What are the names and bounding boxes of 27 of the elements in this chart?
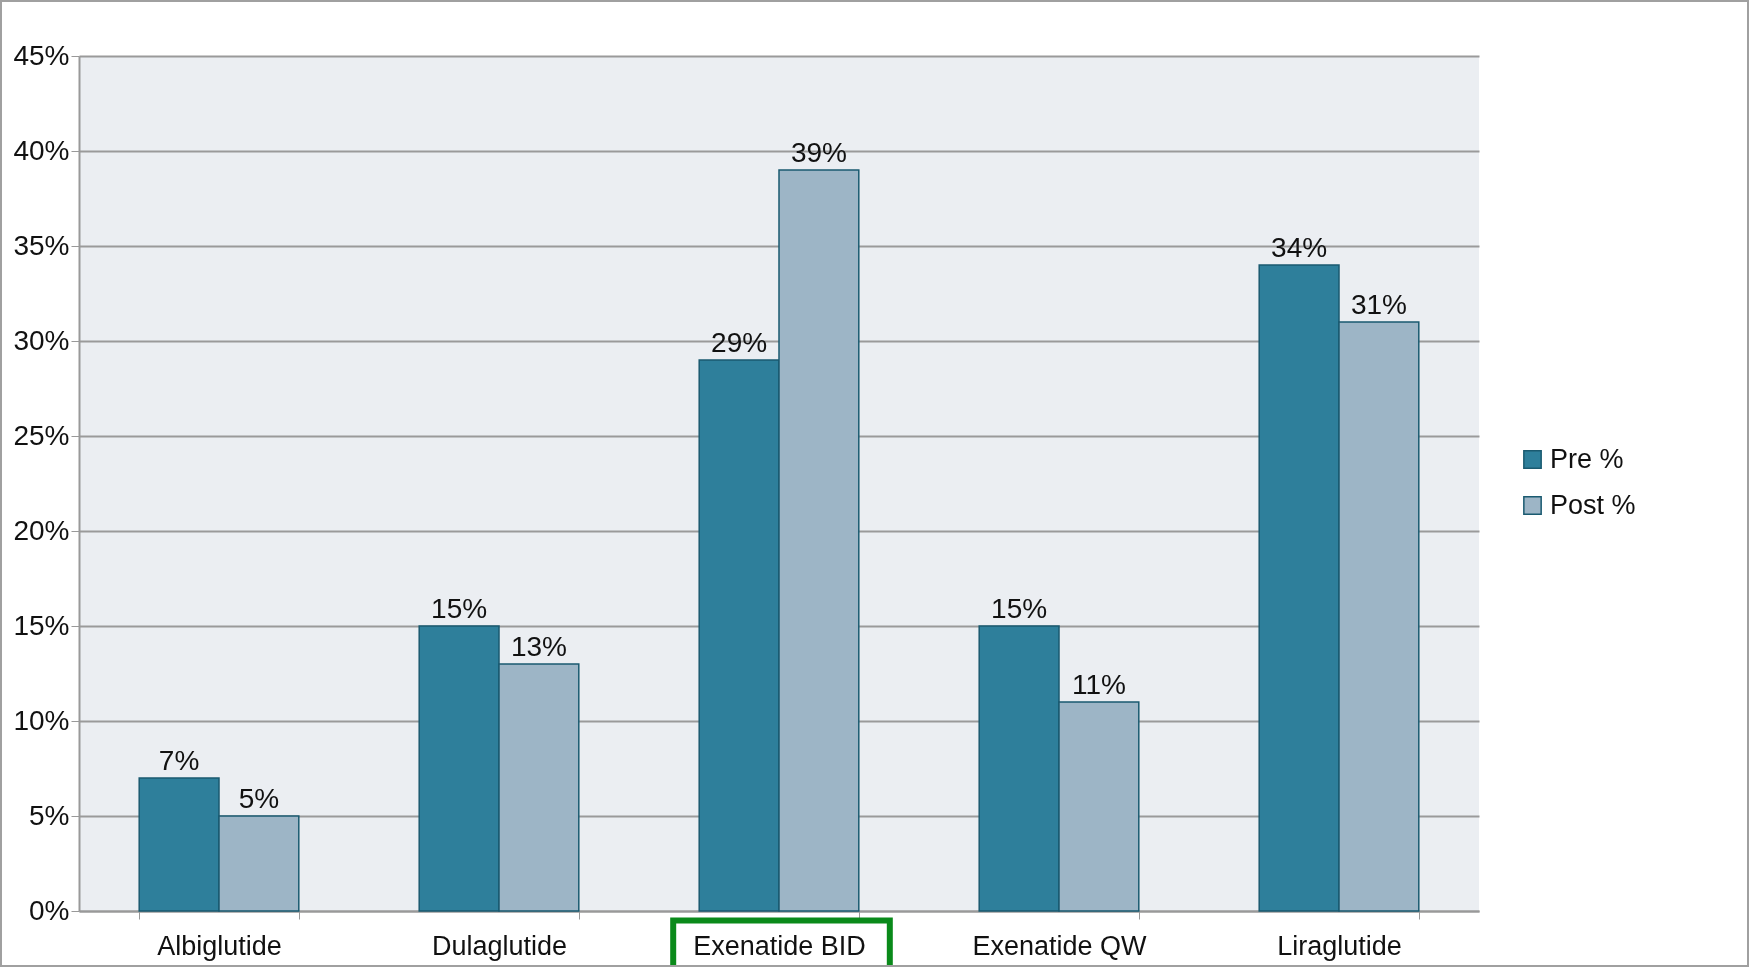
y-tick-label: 15% — [13, 609, 70, 641]
data-label: 29% — [711, 327, 768, 358]
data-label: 5% — [238, 783, 280, 814]
legend-label: Post % — [1550, 489, 1636, 520]
data-label: 34% — [1271, 232, 1328, 263]
data-label: 31% — [1350, 289, 1407, 320]
x-tick-label: Exenatide QW — [972, 930, 1148, 961]
legend-label: Pre % — [1550, 443, 1624, 474]
data-label: 39% — [790, 137, 847, 168]
x-tick-label: Albiglutide — [157, 930, 282, 961]
data-label: 13% — [510, 631, 567, 662]
x-tick-label: Exenatide BID — [693, 930, 866, 961]
data-label: 15% — [431, 593, 488, 624]
y-tick-label: 35% — [13, 229, 70, 261]
y-tick-label: 45% — [13, 39, 70, 71]
data-label: 15% — [991, 593, 1048, 624]
x-tick-label: Liraglutide — [1277, 930, 1402, 961]
y-tick-label: 25% — [13, 419, 70, 451]
y-tick-label: 10% — [13, 704, 70, 736]
y-tick-label: 30% — [13, 324, 70, 356]
y-tick-label: 0% — [29, 894, 70, 926]
y-tick-label: 5% — [29, 799, 70, 831]
data-label: 7% — [158, 745, 200, 776]
x-tick-label: Dulaglutide — [431, 930, 568, 961]
data-label: 11% — [1071, 669, 1126, 700]
y-tick-label: 40% — [13, 134, 70, 166]
y-tick-label: 20% — [13, 514, 70, 546]
